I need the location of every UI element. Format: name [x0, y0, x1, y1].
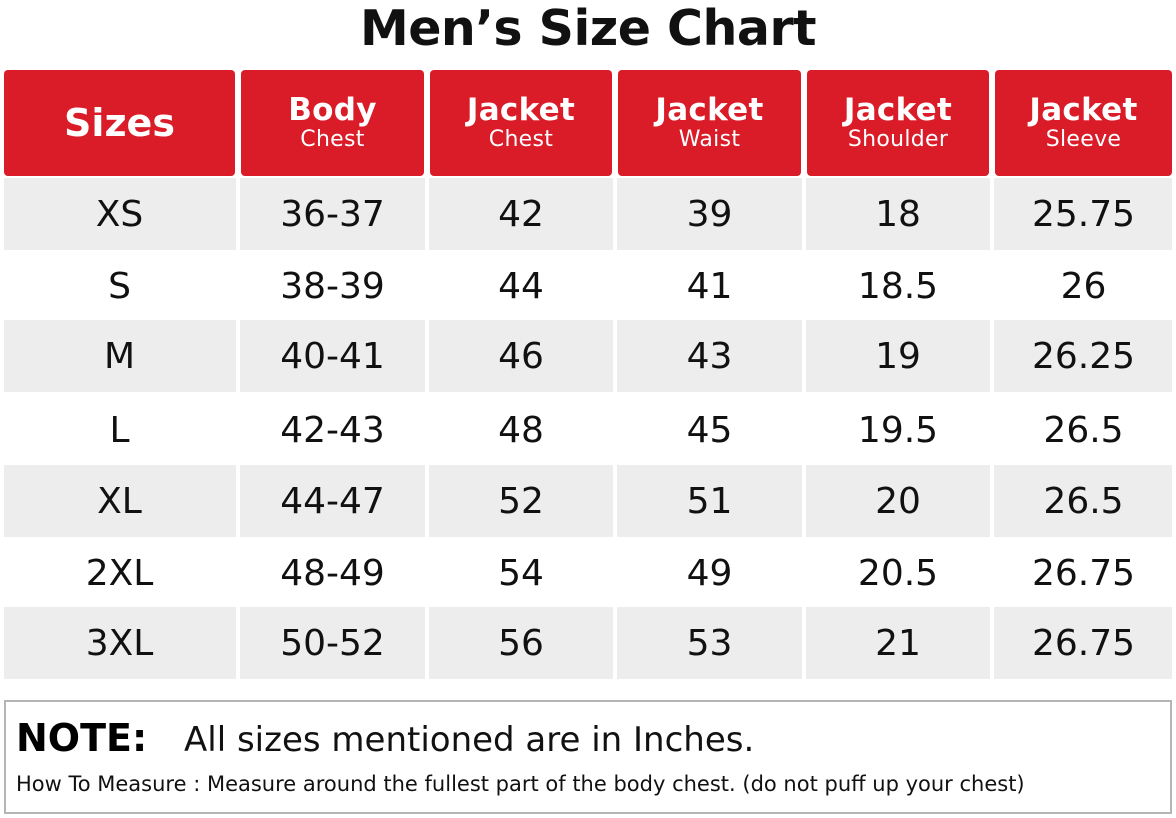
cell-jacket-sleeve: 26.75 [1031, 622, 1136, 664]
table-row [4, 465, 1172, 537]
cell-jacket-waist: 49 [686, 552, 733, 594]
cell-jacket-waist: 51 [686, 480, 733, 522]
header-body-chest: Body Chest [241, 70, 424, 176]
cell-body-chest: 38-39 [280, 265, 385, 307]
cell-jacket-sleeve: 26.5 [1043, 409, 1124, 451]
cell-jacket-chest: 56 [498, 622, 544, 664]
cell-body-chest: 42-43 [280, 409, 385, 451]
note-text: All sizes mentioned are in Inches. [184, 720, 755, 760]
header-body-chest-bottom: Chest [300, 127, 365, 152]
cell-body-chest: 44-47 [280, 480, 385, 522]
cell-jacket-waist: 53 [686, 622, 733, 664]
header-jacket-sleeve-top: Jacket [1029, 92, 1138, 128]
header-jacket-waist-top: Jacket [655, 92, 764, 128]
header-jacket-sleeve-bottom: Sleeve [1045, 127, 1122, 152]
cell-jacket-shoulder: 19 [875, 335, 921, 377]
cell-jacket-chest: 44 [498, 265, 544, 307]
column-divider [613, 178, 617, 680]
cell-jacket-chest: 54 [498, 552, 544, 594]
cell-jacket-shoulder: 18.5 [857, 265, 939, 307]
column-divider [425, 178, 429, 680]
cell-jacket-sleeve: 26 [1060, 265, 1107, 307]
cell-size: XS [95, 193, 144, 235]
cell-jacket-waist: 39 [686, 193, 733, 235]
header-body-chest-top: Body [288, 92, 377, 128]
table-row [4, 607, 1172, 679]
table-row [4, 178, 1172, 250]
cell-jacket-chest: 48 [498, 409, 544, 451]
cell-size: 3XL [85, 622, 154, 664]
cell-jacket-shoulder: 21 [875, 622, 921, 664]
header-jacket-sleeve: Jacket Sleeve [995, 70, 1172, 176]
cell-jacket-sleeve: 26.5 [1043, 480, 1124, 522]
column-divider [802, 178, 806, 680]
cell-jacket-sleeve: 26.25 [1031, 335, 1136, 377]
cell-size: XL [97, 480, 142, 522]
header-sizes: Sizes [4, 70, 235, 176]
cell-body-chest: 48-49 [280, 552, 385, 594]
cell-size: S [108, 265, 131, 307]
cell-size: 2XL [85, 552, 154, 594]
column-divider [236, 178, 240, 680]
cell-body-chest: 40-41 [280, 335, 385, 377]
note-box: NOTE: All sizes mentioned are in Inches.… [4, 700, 1172, 814]
cell-jacket-chest: 42 [498, 193, 544, 235]
cell-jacket-shoulder: 18 [875, 193, 921, 235]
cell-jacket-sleeve: 25.75 [1031, 193, 1136, 235]
header-jacket-chest: Jacket Chest [430, 70, 612, 176]
header-jacket-shoulder-top: Jacket [843, 92, 953, 128]
cell-size: M [103, 335, 136, 377]
cell-jacket-waist: 43 [686, 335, 733, 377]
header-jacket-chest-bottom: Chest [488, 127, 554, 152]
header-jacket-shoulder: Jacket Shoulder [807, 70, 989, 176]
cell-jacket-waist: 45 [686, 409, 733, 451]
cell-size: L [109, 409, 130, 451]
header-sizes-label: Sizes [64, 101, 175, 145]
header-jacket-shoulder-bottom: Shoulder [847, 127, 949, 152]
cell-jacket-shoulder: 20.5 [857, 552, 939, 594]
column-divider [990, 178, 994, 680]
note-label: NOTE: [16, 716, 148, 760]
cell-jacket-sleeve: 26.75 [1031, 552, 1136, 594]
cell-jacket-shoulder: 20 [875, 480, 921, 522]
measure-instructions: How To Measure : Measure around the full… [16, 772, 1025, 796]
header-jacket-waist-bottom: Waist [678, 127, 741, 152]
cell-jacket-waist: 41 [686, 265, 733, 307]
cell-jacket-chest: 52 [498, 480, 544, 522]
table-row [4, 320, 1172, 392]
header-jacket-waist: Jacket Waist [618, 70, 801, 176]
cell-body-chest: 36-37 [280, 193, 385, 235]
header-jacket-chest-top: Jacket [466, 92, 576, 128]
page-title: Men’s Size Chart [359, 0, 817, 57]
cell-jacket-shoulder: 19.5 [857, 409, 939, 451]
cell-body-chest: 50-52 [280, 622, 385, 664]
cell-jacket-chest: 46 [498, 335, 544, 377]
